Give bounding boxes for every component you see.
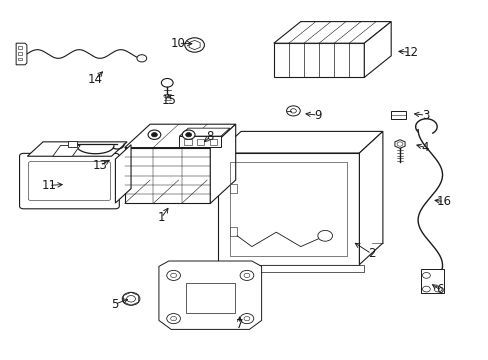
Text: 4: 4 — [421, 141, 428, 154]
Bar — [420, 269, 443, 293]
Bar — [217, 153, 359, 265]
Circle shape — [184, 38, 204, 52]
Polygon shape — [210, 124, 235, 203]
Polygon shape — [394, 140, 404, 148]
Bar — [197, 139, 204, 145]
Bar — [124, 148, 210, 203]
Polygon shape — [273, 22, 390, 43]
Polygon shape — [16, 43, 27, 65]
Text: 13: 13 — [93, 159, 107, 172]
Circle shape — [137, 55, 146, 62]
Text: 11: 11 — [41, 179, 56, 192]
Circle shape — [240, 314, 253, 324]
Circle shape — [151, 132, 157, 137]
Polygon shape — [53, 145, 80, 156]
Text: 12: 12 — [403, 46, 417, 59]
Text: 1: 1 — [157, 211, 165, 224]
Bar — [184, 139, 191, 145]
Bar — [18, 46, 22, 49]
Text: 2: 2 — [367, 247, 375, 260]
Bar — [229, 162, 346, 256]
Polygon shape — [124, 124, 235, 148]
Bar — [229, 227, 237, 236]
Bar — [179, 136, 221, 147]
Text: 6: 6 — [435, 283, 443, 296]
Text: 9: 9 — [313, 109, 321, 122]
Text: 14: 14 — [88, 73, 102, 86]
Polygon shape — [364, 22, 390, 77]
Bar — [273, 43, 364, 77]
Text: 3: 3 — [421, 109, 428, 122]
Text: 10: 10 — [171, 37, 185, 50]
Circle shape — [161, 78, 173, 87]
Polygon shape — [159, 261, 261, 329]
Text: 5: 5 — [111, 298, 119, 311]
Circle shape — [317, 230, 332, 241]
Bar — [18, 52, 22, 55]
Circle shape — [122, 292, 140, 305]
Circle shape — [240, 270, 253, 280]
FancyBboxPatch shape — [20, 153, 119, 209]
Bar — [68, 141, 77, 147]
Bar — [209, 139, 217, 145]
Bar — [185, 283, 234, 313]
Text: 16: 16 — [436, 195, 450, 208]
Polygon shape — [179, 128, 229, 136]
Text: 8: 8 — [206, 130, 214, 143]
Circle shape — [166, 314, 180, 324]
Bar — [390, 111, 405, 119]
Circle shape — [286, 106, 300, 116]
Polygon shape — [27, 142, 127, 156]
Polygon shape — [359, 131, 382, 265]
Bar — [212, 265, 364, 272]
Bar — [18, 58, 22, 60]
Text: 7: 7 — [235, 318, 243, 330]
Polygon shape — [115, 145, 131, 203]
Bar — [229, 184, 237, 193]
Text: 15: 15 — [161, 94, 176, 107]
Circle shape — [182, 130, 195, 139]
Circle shape — [148, 130, 161, 139]
Polygon shape — [217, 131, 382, 153]
Circle shape — [166, 270, 180, 280]
Circle shape — [185, 132, 191, 137]
